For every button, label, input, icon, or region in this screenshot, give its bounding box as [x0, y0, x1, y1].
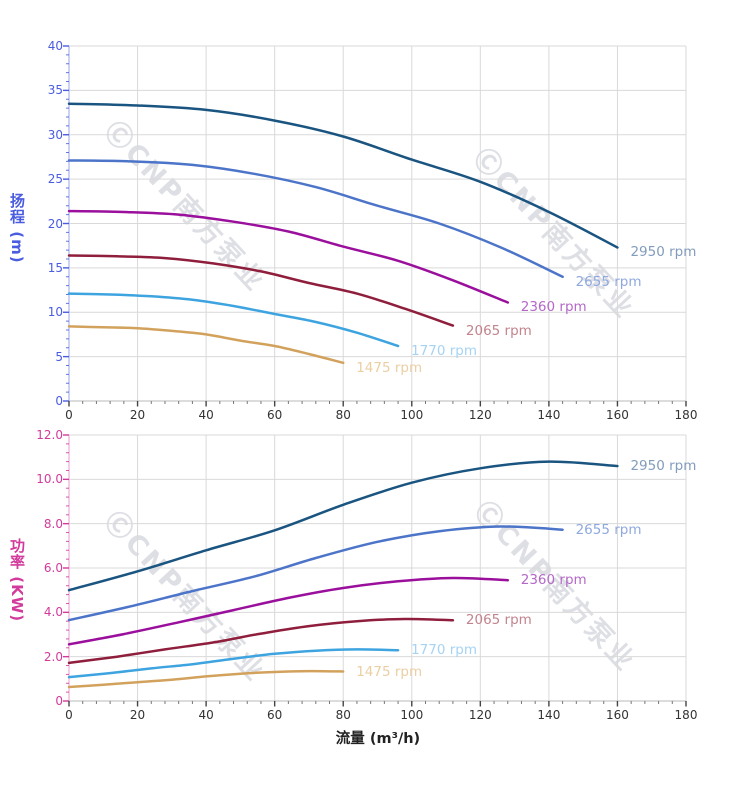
flow-axis-title: 流量 (m³/h) — [335, 731, 421, 747]
x-tick-label: 40 — [198, 408, 214, 422]
curve-1770-rpm — [67, 292, 400, 348]
curve-label-1475-rpm: 1475 rpm — [356, 359, 423, 376]
power-axis-title: 功率 (KW) — [8, 538, 26, 623]
x-tick-label: 40 — [198, 708, 214, 722]
x-tick-label: 0 — [65, 408, 73, 422]
x-tick-label: 100 — [400, 708, 424, 722]
x-tick-label: 0 — [65, 708, 73, 722]
curve-2360-rpm — [67, 209, 510, 304]
y-tick-label: 2.0 — [43, 649, 63, 664]
curve-2655-rpm — [67, 525, 564, 622]
curve-1475-rpm — [67, 325, 345, 365]
x-tick-label: 20 — [129, 708, 146, 722]
y-tick-label: 35 — [47, 83, 63, 98]
x-tick-label: 60 — [267, 708, 283, 722]
curve-1475-rpm — [67, 669, 345, 689]
y-tick-label: 10.0 — [36, 472, 63, 487]
head-axis-title: 扬程 (m) — [8, 193, 26, 264]
curve-label-1770-rpm: 1770 rpm — [411, 342, 477, 359]
curve-label-2655-rpm: 2655 rpm — [575, 273, 642, 290]
gridlines — [69, 434, 687, 701]
x-tick-label: 100 — [400, 408, 424, 422]
curve-label-2065-rpm: 2065 rpm — [465, 322, 532, 339]
x-tick-label: 160 — [605, 408, 629, 422]
curve-2065-rpm — [67, 254, 455, 327]
curve-label-2360-rpm: 2360 rpm — [520, 299, 587, 316]
y-tick-label: 0 — [55, 394, 63, 408]
x-tick-label: 140 — [537, 708, 561, 722]
head-flow-chart — [63, 45, 687, 407]
curve-2065-rpm — [67, 617, 455, 665]
x-tick-label: 120 — [468, 708, 492, 722]
curve-label-1770-rpm: 1770 rpm — [411, 642, 477, 659]
x-tick-label: 60 — [267, 408, 283, 422]
y-tick-label: 6.0 — [43, 561, 63, 575]
y-tick-label: 10 — [47, 305, 63, 320]
y-ticks — [63, 45, 69, 402]
y-tick-label: 0 — [55, 694, 63, 708]
x-tick-label: 140 — [537, 408, 561, 422]
x-tick-label: 180 — [674, 408, 698, 422]
curve-label-2950-rpm: 2950 rpm — [630, 458, 697, 475]
y-tick-label: 5 — [55, 349, 63, 364]
y-tick-label: 20 — [47, 216, 63, 231]
y-tick-label: 25 — [47, 172, 63, 187]
y-tick-label: 15 — [47, 260, 63, 275]
x-tick-label: 120 — [468, 408, 492, 422]
y-tick-label: 40 — [47, 39, 63, 53]
y-tick-label: 4.0 — [43, 605, 63, 620]
x-tick-label: 20 — [129, 408, 146, 422]
x-ticks — [68, 401, 687, 407]
x-tick-label: 80 — [335, 408, 351, 422]
y-tick-label: 30 — [47, 127, 63, 142]
curve-label-2950-rpm: 2950 rpm — [630, 244, 697, 261]
curve-2360-rpm — [67, 576, 510, 646]
x-tick-label: 180 — [674, 708, 698, 722]
x-ticks — [68, 701, 687, 707]
y-ticks — [63, 434, 69, 702]
x-tick-label: 160 — [605, 708, 629, 722]
curve-label-1475-rpm: 1475 rpm — [356, 663, 423, 680]
x-tick-label: 80 — [335, 708, 351, 722]
curve-2655-rpm — [67, 159, 564, 279]
power-flow-chart — [63, 434, 687, 707]
y-tick-label: 12.0 — [36, 428, 63, 442]
y-tick-label: 8.0 — [43, 516, 63, 531]
curve-2950-rpm — [67, 102, 619, 249]
gridlines — [69, 45, 687, 401]
curve-label-2655-rpm: 2655 rpm — [575, 521, 642, 538]
curve-1770-rpm — [67, 648, 400, 679]
curve-label-2360-rpm: 2360 rpm — [520, 572, 587, 589]
curve-2950-rpm — [67, 460, 619, 592]
curve-label-2065-rpm: 2065 rpm — [465, 612, 532, 629]
